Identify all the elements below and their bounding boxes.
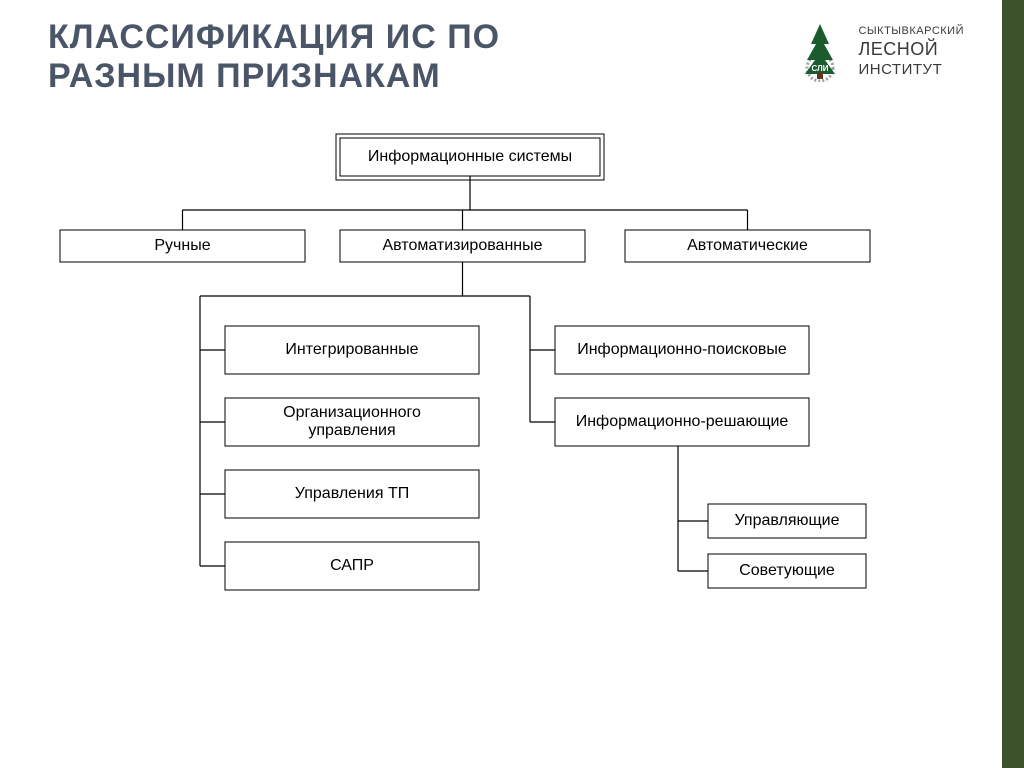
svg-text:Автоматизированные: Автоматизированные	[382, 237, 542, 254]
node-root: Информационные системы	[336, 134, 604, 180]
classification-diagram: Информационные системы Ручные Автоматизиро…	[0, 0, 1002, 768]
svg-text:Интегрированные: Интегрированные	[285, 341, 418, 358]
svg-text:Ручные: Ручные	[154, 237, 210, 254]
node-manual: Ручные	[60, 230, 305, 262]
svg-text:Управления ТП: Управления ТП	[295, 485, 409, 502]
svg-text:САПР: САПР	[330, 557, 374, 574]
slide-sidebar	[1002, 0, 1024, 768]
svg-text:Организационного: Организационного	[283, 404, 421, 421]
svg-text:Управляющие: Управляющие	[734, 512, 839, 529]
node-integr: Интегрированные	[225, 326, 479, 374]
svg-text:Автоматические: Автоматические	[687, 237, 808, 254]
svg-text:Советующие: Советующие	[739, 562, 835, 579]
node-automatic: Автоматические	[625, 230, 870, 262]
node-search: Информационно-поисковые	[555, 326, 809, 374]
svg-text:Информационно-решающие: Информационно-решающие	[576, 413, 789, 430]
svg-text:управления: управления	[308, 422, 395, 439]
node-control: Управляющие	[708, 504, 866, 538]
svg-text:Информационно-поисковые: Информационно-поисковые	[577, 341, 787, 358]
node-advise: Советующие	[708, 554, 866, 588]
node-solve: Информационно-решающие	[555, 398, 809, 446]
node-auto: Автоматизированные	[340, 230, 585, 262]
node-sapr: САПР	[225, 542, 479, 590]
svg-text:Информационные системы: Информационные системы	[368, 148, 572, 165]
node-tp: Управления ТП	[225, 470, 479, 518]
node-orgmgmt: Организационногоуправления	[225, 398, 479, 446]
